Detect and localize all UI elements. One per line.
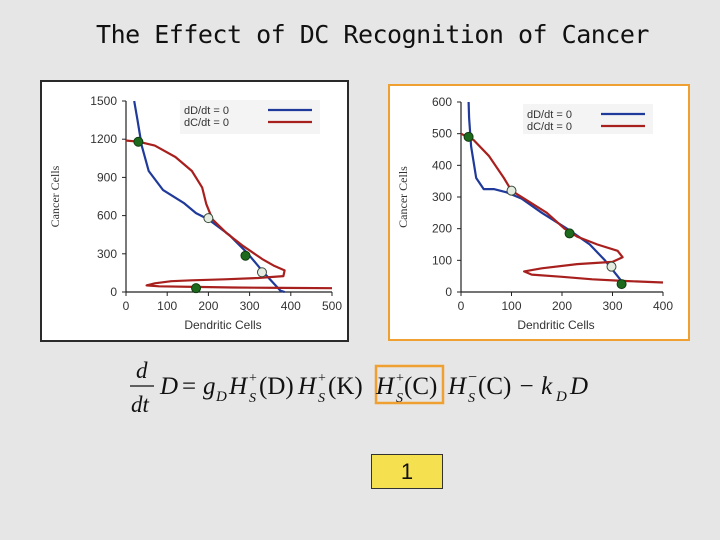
eq-h3-s: S — [396, 391, 403, 406]
eq-h1-plus: + — [249, 371, 257, 386]
x-axis-label: Dendritic Cells — [517, 318, 594, 332]
x-tick-label: 100 — [157, 299, 177, 313]
x-tick-label: 200 — [198, 299, 218, 313]
y-tick-label: 900 — [97, 170, 117, 184]
y-tick-label: 300 — [432, 190, 452, 204]
eq-h2: H — [297, 373, 318, 400]
legend-label: dD/dt = 0 — [527, 109, 572, 121]
unstable-equilibrium-point — [506, 185, 517, 196]
y-tick-label: 600 — [97, 209, 117, 223]
eq-k-subscript: D — [555, 389, 567, 405]
series-dC-nullcline — [460, 132, 664, 284]
y-tick-label: 600 — [432, 95, 452, 109]
x-tick-label: 300 — [240, 299, 260, 313]
x-tick-label: 0 — [458, 299, 465, 313]
stable-equilibrium-point — [463, 131, 474, 142]
dc-equation: d dt D = g D H + S (D) H + S (K) H + S (… — [130, 358, 588, 417]
eq-h1: H — [228, 373, 249, 400]
eq-h3: H — [375, 373, 396, 400]
eq-g-subscript: D — [215, 389, 227, 405]
eq-arg-c1: (C) — [404, 373, 437, 400]
x-tick-label: 400 — [281, 299, 301, 313]
y-tick-label: 400 — [432, 158, 452, 172]
y-tick-label: 1500 — [90, 94, 117, 108]
stable-equilibrium-point — [191, 283, 202, 294]
x-axis-label: Dendritic Cells — [184, 318, 261, 332]
eq-trailing-d: D — [569, 373, 588, 400]
stable-equilibrium-point — [564, 228, 575, 239]
x-tick-label: 100 — [501, 299, 521, 313]
unstable-equilibrium-point — [606, 261, 617, 272]
legend-box — [523, 104, 653, 134]
right-phase-plot-panel: 0 100 200 300 400 0 100 200 300 400 500 600 Dendriti… — [388, 84, 690, 341]
y-tick-label: 0 — [110, 285, 117, 299]
slide-title: The Effect of DC Recognition of Cancer — [96, 20, 649, 49]
stable-equilibrium-point — [616, 279, 627, 290]
eq-highlight-box — [374, 364, 445, 405]
eq-arg-k: (K) — [328, 373, 363, 400]
left-phase-plot: 0 100 200 300 400 500 0 300 600 900 1200 1500 Dendri… — [48, 94, 342, 332]
x-tick-label: 200 — [552, 299, 572, 313]
y-tick-label: 500 — [432, 127, 452, 141]
unstable-equilibrium-point — [256, 267, 267, 278]
stable-equilibrium-point — [133, 136, 144, 147]
x-tick-label: 400 — [653, 299, 673, 313]
y-axis-label: Cancer Cells — [48, 165, 62, 227]
x-tick-label: 500 — [322, 299, 342, 313]
eq-h3-plus: + — [396, 371, 404, 386]
legend-label: dC/dt = 0 — [527, 121, 572, 133]
stable-equilibrium-point — [240, 250, 251, 261]
eq-arg-c2: (C) — [478, 373, 511, 400]
unstable-equilibrium-point — [203, 213, 214, 224]
slide-number-badge: 1 — [371, 454, 443, 489]
eq-h4-s: S — [468, 391, 475, 406]
eq-h2-s: S — [318, 391, 325, 406]
eq-g: g — [203, 373, 216, 400]
right-phase-plot: 0 100 200 300 400 0 100 200 300 400 500 600 Dendriti… — [396, 95, 673, 332]
legend: dD/dt = 0dC/dt = 0 — [523, 104, 653, 134]
y-tick-label: 0 — [445, 285, 452, 299]
eq-arg-d: (D) — [259, 373, 294, 400]
y-tick-label: 1200 — [90, 132, 117, 146]
x-tick-label: 300 — [602, 299, 622, 313]
y-tick-label: 300 — [97, 247, 117, 261]
eq-h2-plus: + — [318, 371, 326, 386]
eq-equals: = — [182, 373, 196, 400]
eq-d-variable: D — [159, 373, 178, 400]
y-axis-label: Cancer Cells — [396, 166, 410, 228]
eq-dt-denominator: dt — [131, 392, 150, 417]
left-phase-plot-panel: 0 100 200 300 400 500 0 300 600 900 1200 1500 Dendri… — [40, 80, 349, 342]
eq-h1-s: S — [249, 391, 256, 406]
legend-label: dC/dt = 0 — [184, 117, 229, 129]
x-tick-label: 0 — [123, 299, 130, 313]
y-tick-label: 200 — [432, 222, 452, 236]
legend-box — [180, 100, 320, 134]
y-tick-label: 100 — [432, 253, 452, 267]
eq-h4-minus: − — [468, 369, 477, 386]
eq-h4: H — [447, 373, 468, 400]
legend: dD/dt = 0dC/dt = 0 — [180, 100, 320, 134]
legend-label: dD/dt = 0 — [184, 105, 229, 117]
series-dC-nullcline — [125, 139, 333, 290]
eq-d-numerator: d — [136, 358, 148, 383]
eq-decay-k: − k — [518, 373, 553, 400]
